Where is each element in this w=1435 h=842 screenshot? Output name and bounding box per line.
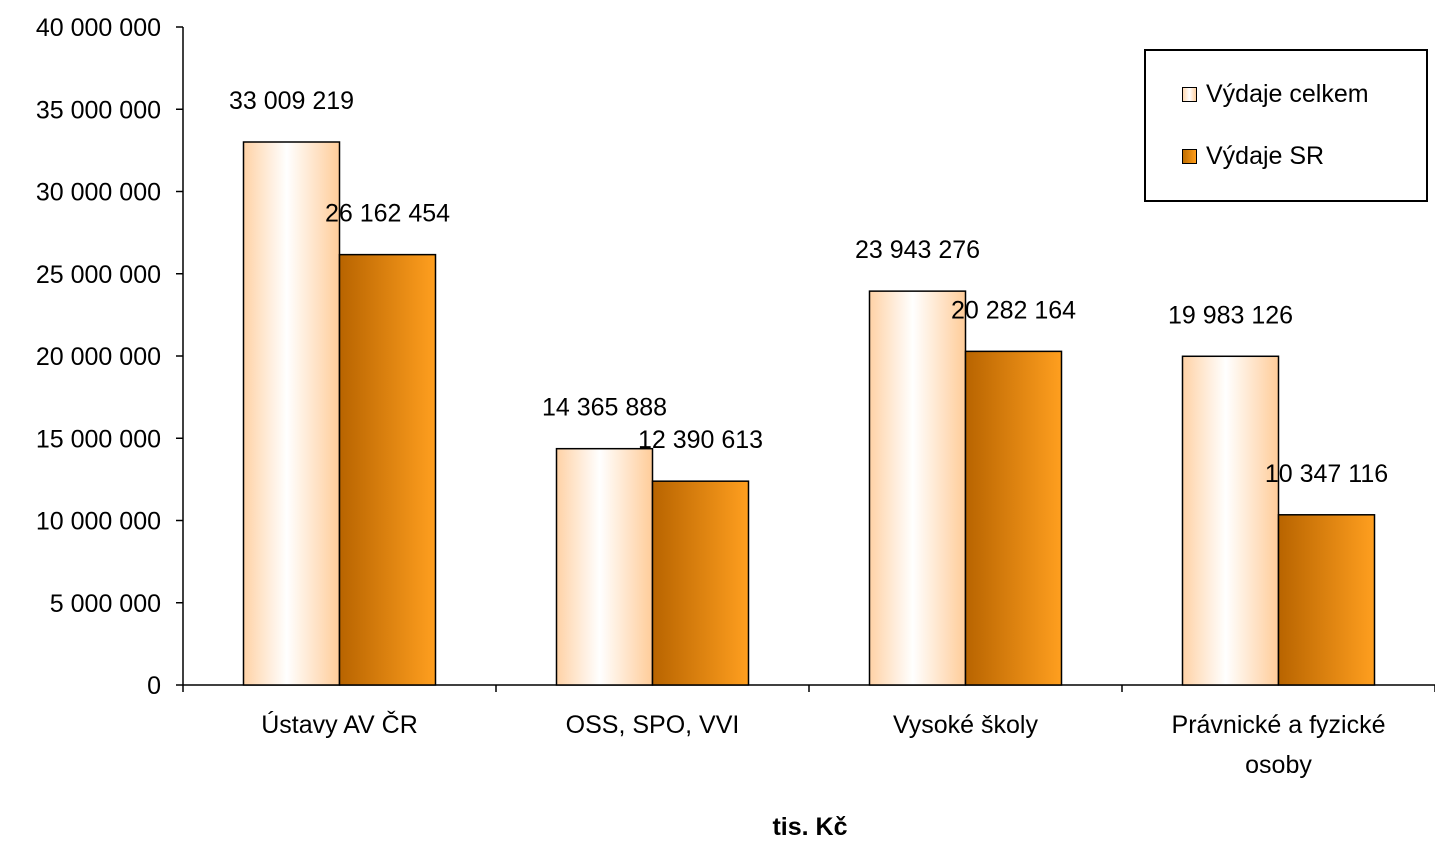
category-label-line: Vysoké školy xyxy=(893,711,1038,739)
category-label: Ústavy AV ČR xyxy=(261,710,418,739)
bar-sr xyxy=(651,480,750,686)
bar-total xyxy=(555,447,654,686)
bar-sr xyxy=(1277,514,1376,686)
data-label-sr: 10 347 116 xyxy=(1265,460,1388,488)
category-label-line: osoby xyxy=(1245,751,1312,779)
legend-label-total: Výdaje celkem xyxy=(1206,79,1369,108)
category-label-line: Ústavy AV ČR xyxy=(261,710,418,739)
data-label-sr: 12 390 613 xyxy=(638,426,763,454)
bar-total xyxy=(1181,355,1280,686)
category-label-line: Právnické a fyzické xyxy=(1172,711,1386,739)
category-label: Vysoké školy xyxy=(893,711,1038,739)
category-label-line: OSS, SPO, VVI xyxy=(566,711,740,739)
data-label-total: 14 365 888 xyxy=(542,394,667,422)
y-tick-label: 0 xyxy=(147,672,161,700)
bars xyxy=(242,141,1376,686)
y-tick-label: 30 000 000 xyxy=(36,179,161,207)
y-tick-label: 5 000 000 xyxy=(50,590,161,618)
legend-label-sr: Výdaje SR xyxy=(1206,141,1325,170)
data-label-sr: 20 282 164 xyxy=(951,296,1076,324)
data-label-total: 33 009 219 xyxy=(229,87,354,115)
y-tick-label: 25 000 000 xyxy=(36,261,161,289)
y-tick-label: 40 000 000 xyxy=(36,14,161,42)
data-label-total: 23 943 276 xyxy=(855,236,980,264)
y-tick-label: 35 000 000 xyxy=(36,96,161,124)
bar-sr xyxy=(964,350,1063,686)
bar-sr xyxy=(338,253,437,686)
legend-swatch-total xyxy=(1182,86,1197,102)
y-tick-label: 10 000 000 xyxy=(36,508,161,536)
data-label-total: 19 983 126 xyxy=(1168,301,1293,329)
legend-swatch-sr xyxy=(1182,148,1197,164)
legend: Výdaje celkem Výdaje SR xyxy=(1144,49,1428,202)
legend-item-total: Výdaje celkem xyxy=(1182,79,1369,109)
x-axis-label: tis. Kč xyxy=(772,813,847,841)
category-label: OSS, SPO, VVI xyxy=(566,711,740,739)
bar-total xyxy=(868,290,967,686)
data-label-sr: 26 162 454 xyxy=(325,200,450,228)
bar-total xyxy=(242,141,341,686)
axes: 0 5 000 000 10 000 000 15 000 000 20 000 000… xyxy=(36,14,1435,700)
category-label: Právnické a fyzické osoby xyxy=(1172,711,1386,779)
labels: 33 009 219 26 162 454 Ústavy AV ČR 14 365 8… xyxy=(229,87,1388,779)
y-tick-label: 15 000 000 xyxy=(36,425,161,453)
legend-item-sr: Výdaje SR xyxy=(1182,141,1324,171)
y-tick-label: 20 000 000 xyxy=(36,343,161,371)
